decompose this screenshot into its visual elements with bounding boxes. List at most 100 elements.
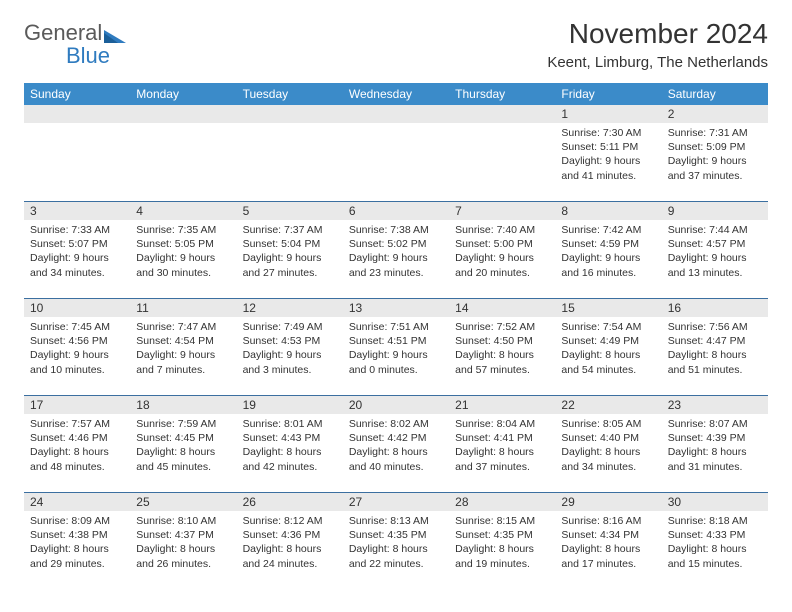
sunrise-line: Sunrise: 7:42 AM	[561, 223, 655, 237]
sunrise-line: Sunrise: 7:57 AM	[30, 417, 124, 431]
daylight-line: Daylight: 9 hours and 30 minutes.	[136, 251, 230, 279]
sunrise-line: Sunrise: 8:04 AM	[455, 417, 549, 431]
day-number: 2	[662, 105, 768, 123]
daylight-line: Daylight: 9 hours and 20 minutes.	[455, 251, 549, 279]
daylight-line: Daylight: 9 hours and 34 minutes.	[30, 251, 124, 279]
day-number: 1	[555, 105, 661, 123]
sunset-line: Sunset: 4:57 PM	[668, 237, 762, 251]
day-cell: Sunrise: 7:35 AMSunset: 5:05 PMDaylight:…	[130, 220, 236, 298]
sunset-line: Sunset: 4:37 PM	[136, 528, 230, 542]
calendar-page: General Blue November 2024 Keent, Limbur…	[0, 0, 792, 607]
day-cell	[130, 123, 236, 201]
sunset-line: Sunset: 4:35 PM	[455, 528, 549, 542]
daylight-line: Daylight: 8 hours and 45 minutes.	[136, 445, 230, 473]
day-number: 5	[237, 202, 343, 220]
day-number: 9	[662, 202, 768, 220]
day-number: 23	[662, 396, 768, 414]
day-cell: Sunrise: 7:40 AMSunset: 5:00 PMDaylight:…	[449, 220, 555, 298]
day-number	[343, 105, 449, 123]
day-number: 21	[449, 396, 555, 414]
day-cell: Sunrise: 7:30 AMSunset: 5:11 PMDaylight:…	[555, 123, 661, 201]
sunrise-line: Sunrise: 7:30 AM	[561, 126, 655, 140]
daylight-line: Daylight: 9 hours and 7 minutes.	[136, 348, 230, 376]
day-cell: Sunrise: 8:15 AMSunset: 4:35 PMDaylight:…	[449, 511, 555, 589]
day-cell: Sunrise: 8:18 AMSunset: 4:33 PMDaylight:…	[662, 511, 768, 589]
sunset-line: Sunset: 4:51 PM	[349, 334, 443, 348]
sunset-line: Sunset: 5:07 PM	[30, 237, 124, 251]
day-number: 22	[555, 396, 661, 414]
sunrise-line: Sunrise: 7:44 AM	[668, 223, 762, 237]
day-number: 25	[130, 493, 236, 511]
week-row: Sunrise: 8:09 AMSunset: 4:38 PM Daylight:…	[24, 511, 768, 589]
sunset-line: Sunset: 4:45 PM	[136, 431, 230, 445]
day-number: 7	[449, 202, 555, 220]
sunset-line: Sunset: 5:02 PM	[349, 237, 443, 251]
day-cell: Sunrise: 7:52 AMSunset: 4:50 PMDaylight:…	[449, 317, 555, 395]
sunrise-line: Sunrise: 8:09 AM	[30, 514, 124, 528]
week-row: Sunrise: 7:30 AMSunset: 5:11 PMDaylight:…	[24, 123, 768, 201]
daylight-line: Daylight: 8 hours and 17 minutes.	[561, 542, 655, 570]
logo-word-1: General	[24, 20, 102, 45]
day-cell: Sunrise: 8:07 AMSunset: 4:39 PMDaylight:…	[662, 414, 768, 492]
sunrise-line: Sunrise: 7:35 AM	[136, 223, 230, 237]
day-cell: Sunrise: 8:04 AMSunset: 4:41 PMDaylight:…	[449, 414, 555, 492]
daylight-line: Daylight: 8 hours and 31 minutes.	[668, 445, 762, 473]
sunset-line: Sunset: 4:50 PM	[455, 334, 549, 348]
daynum-row: 12	[24, 105, 768, 123]
day-cell: Sunrise: 7:44 AMSunset: 4:57 PMDaylight:…	[662, 220, 768, 298]
day-number: 24	[24, 493, 130, 511]
page-subtitle: Keent, Limburg, The Netherlands	[547, 54, 768, 71]
weekday-label: Thursday	[449, 83, 555, 105]
week-row: Sunrise: 7:45 AMSunset: 4:56 PMDaylight:…	[24, 317, 768, 395]
sunset-line: Sunset: 4:47 PM	[668, 334, 762, 348]
sunrise-line: Sunrise: 7:38 AM	[349, 223, 443, 237]
day-number: 27	[343, 493, 449, 511]
day-cell: Sunrise: 7:38 AMSunset: 5:02 PMDaylight:…	[343, 220, 449, 298]
sunset-line: Sunset: 5:00 PM	[455, 237, 549, 251]
weekday-header: SundayMondayTuesdayWednesdayThursdayFrid…	[24, 83, 768, 105]
day-cell: Sunrise: 7:51 AMSunset: 4:51 PMDaylight:…	[343, 317, 449, 395]
sunrise-line: Sunrise: 8:05 AM	[561, 417, 655, 431]
logo-text: General Blue	[24, 22, 126, 67]
sunset-line: Sunset: 4:35 PM	[349, 528, 443, 542]
page-title: November 2024	[547, 18, 768, 50]
sunset-line: Sunset: 5:04 PM	[243, 237, 337, 251]
daynum-row: 24252627282930	[24, 492, 768, 511]
day-cell: Sunrise: 7:47 AMSunset: 4:54 PMDaylight:…	[130, 317, 236, 395]
sunrise-line: Sunrise: 8:18 AM	[668, 514, 762, 528]
day-number: 8	[555, 202, 661, 220]
day-cell: Sunrise: 8:10 AMSunset: 4:37 PMDaylight:…	[130, 511, 236, 589]
day-cell: Sunrise: 7:49 AMSunset: 4:53 PMDaylight:…	[237, 317, 343, 395]
day-number: 6	[343, 202, 449, 220]
sunset-line: Sunset: 4:46 PM	[30, 431, 124, 445]
daylight-line: Daylight: 8 hours and 51 minutes.	[668, 348, 762, 376]
day-cell: Sunrise: 7:45 AMSunset: 4:56 PMDaylight:…	[24, 317, 130, 395]
sunset-line: Sunset: 4:39 PM	[668, 431, 762, 445]
weekday-label: Sunday	[24, 83, 130, 105]
daylight-line: Daylight: 9 hours and 23 minutes.	[349, 251, 443, 279]
title-block: November 2024 Keent, Limburg, The Nether…	[547, 18, 768, 71]
weekday-label: Saturday	[662, 83, 768, 105]
sunrise-line: Sunrise: 7:52 AM	[455, 320, 549, 334]
day-cell: Sunrise: 7:54 AMSunset: 4:49 PMDaylight:…	[555, 317, 661, 395]
day-cell: Sunrise: 7:33 AMSunset: 5:07 PMDaylight:…	[24, 220, 130, 298]
sunset-line: Sunset: 4:38 PM	[30, 528, 124, 542]
daylight-line: Daylight: 9 hours and 10 minutes.	[30, 348, 124, 376]
daylight-line: Daylight: 8 hours and 19 minutes.	[455, 542, 549, 570]
weekday-label: Monday	[130, 83, 236, 105]
sunset-line: Sunset: 4:33 PM	[668, 528, 762, 542]
week-row: Sunrise: 7:57 AMSunset: 4:46 PM Daylight:…	[24, 414, 768, 492]
sunset-line: Sunset: 4:42 PM	[349, 431, 443, 445]
sunrise-line: Sunrise: 7:59 AM	[136, 417, 230, 431]
sunrise-line: Sunrise: 8:07 AM	[668, 417, 762, 431]
day-number: 17	[24, 396, 130, 414]
logo-word-2: Blue	[66, 45, 126, 67]
day-number: 20	[343, 396, 449, 414]
day-cell: Sunrise: 7:37 AMSunset: 5:04 PMDaylight:…	[237, 220, 343, 298]
sunrise-line: Sunrise: 7:47 AM	[136, 320, 230, 334]
day-cell: Sunrise: 8:09 AMSunset: 4:38 PMDaylight:…	[24, 511, 130, 589]
daynum-row: 10111213141516	[24, 298, 768, 317]
daylight-line: Daylight: 9 hours and 3 minutes.	[243, 348, 337, 376]
sunrise-line: Sunrise: 7:56 AM	[668, 320, 762, 334]
sunset-line: Sunset: 4:49 PM	[561, 334, 655, 348]
